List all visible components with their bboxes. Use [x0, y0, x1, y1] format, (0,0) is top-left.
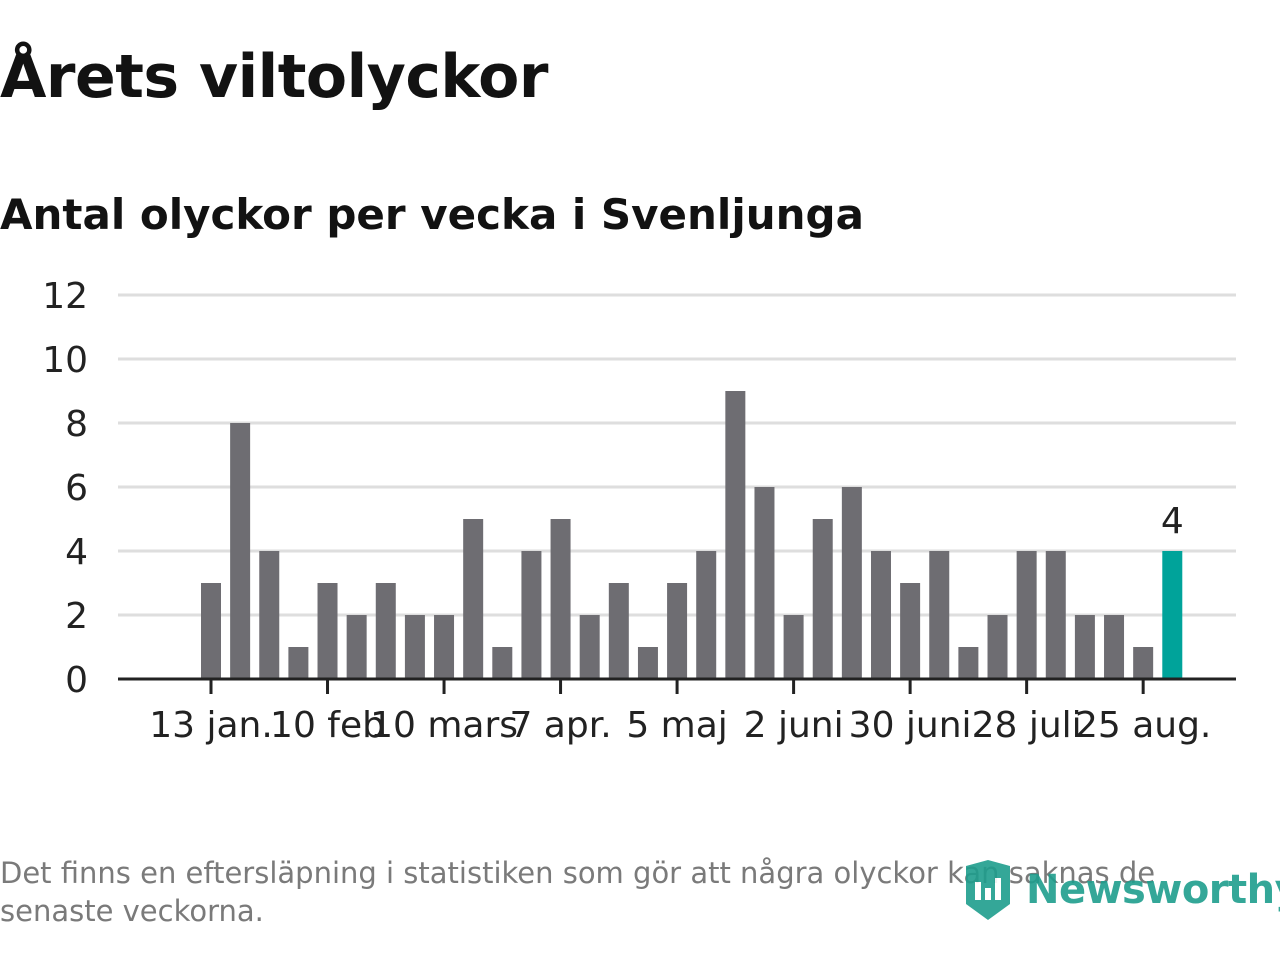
bar [1074, 615, 1095, 679]
grid-lines [118, 293, 1236, 617]
bar [346, 615, 367, 679]
bar [550, 519, 571, 679]
bar [987, 615, 1008, 679]
newsworthy-logo-icon [966, 860, 1010, 920]
bar [1016, 551, 1037, 679]
bar [1133, 647, 1154, 679]
bar [404, 615, 425, 679]
x-tick-label: 25 aug. [1075, 705, 1211, 746]
y-tick-label: 4 [65, 532, 88, 573]
bar [375, 583, 396, 679]
bar [579, 615, 600, 679]
data-labels: 4 [1161, 501, 1184, 542]
x-tick-label: 5 maj [626, 705, 727, 746]
bar [783, 615, 804, 679]
x-tick-label: 28 juli [972, 705, 1082, 746]
bar [201, 583, 221, 679]
bars [201, 391, 1183, 679]
bar [521, 551, 542, 679]
chart-title: Årets viltolyckor [0, 42, 549, 112]
bar [230, 423, 251, 679]
bar [434, 615, 455, 679]
bar [929, 551, 950, 679]
bar [958, 647, 979, 679]
y-tick-label: 12 [42, 276, 88, 317]
bar [1104, 615, 1125, 679]
data-label: 4 [1161, 501, 1184, 542]
y-axis-tick-labels: 0 2 4 6 8 10 12 [42, 276, 88, 701]
bar [667, 583, 688, 679]
bar [317, 583, 338, 679]
chart-subtitle: Antal olyckor per vecka i Svenljunga [0, 190, 864, 239]
x-tick-label: 10 mars [370, 705, 518, 746]
bar [725, 391, 746, 679]
y-tick-label: 8 [65, 404, 88, 445]
brand-name: Newsworthy [1026, 867, 1280, 913]
bar [696, 551, 717, 679]
bar [288, 647, 309, 679]
footnote: Det finns en eftersläpning i statistiken… [0, 856, 1156, 928]
x-tick-label: 13 jan. [149, 705, 273, 746]
bar [870, 551, 891, 679]
x-tick-label: 2 juni [744, 705, 844, 746]
bar [492, 647, 513, 679]
y-tick-label: 6 [65, 468, 88, 509]
y-tick-label: 2 [65, 596, 88, 637]
bar [841, 487, 862, 679]
bar [900, 583, 921, 679]
bar [812, 519, 833, 679]
x-tick-label: 30 juni [849, 705, 972, 746]
y-tick-label: 10 [42, 340, 88, 381]
bar [754, 487, 775, 679]
bar [608, 583, 629, 679]
bar [637, 647, 658, 679]
brand-logo: Newsworthy [962, 858, 1280, 922]
bar [463, 519, 484, 679]
bar [259, 551, 280, 679]
y-tick-label: 0 [65, 660, 88, 701]
bar [1045, 551, 1066, 679]
bar-highlight [1162, 551, 1183, 679]
x-tick-label: 7 apr. [509, 705, 611, 746]
x-tick-label: 10 feb [270, 705, 385, 746]
